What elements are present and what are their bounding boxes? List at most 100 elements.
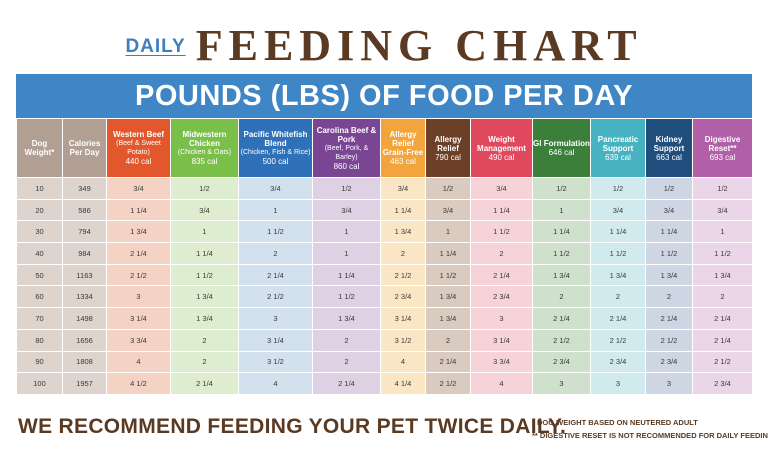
column-header: Carolina Beef & Pork (Beef, Pork, & Barle…: [312, 118, 381, 178]
table-cell: 1 1/4: [590, 220, 646, 244]
table-cell: 2: [312, 328, 381, 352]
table-cell: 1/2: [692, 177, 753, 200]
table-row: 20 586 1 1/4 3/4 1 3/4 1 1/4 3/4 1 1/4 1 3/4 3/4 3/4: [16, 198, 753, 222]
table-cell: 1 1/4: [170, 242, 239, 265]
table-cell: 3/4: [106, 177, 171, 200]
title-daily-label: DAILY: [125, 36, 186, 57]
table-cell: 2 1/4: [425, 350, 471, 374]
table-cell: 1 3/4: [106, 220, 171, 244]
table-cell: 2: [312, 350, 381, 374]
table-cell: 2 1/4: [645, 307, 693, 330]
table-cell: 1 3/4: [170, 307, 239, 330]
column-header: Midwestern Chicken (Chicken & Oats) 835 ca…: [170, 118, 239, 178]
column-header: Pacific Whitefish Blend (Chicken, Fish & …: [238, 118, 313, 178]
table-banner: POUNDS (LBS) OF FOOD PER DAY: [16, 74, 752, 118]
table-cell: 2: [380, 242, 426, 265]
table-cell: 1 1/4: [645, 220, 693, 244]
table-cell: 1957: [62, 372, 107, 395]
column-header-calories: 693 cal: [709, 152, 736, 162]
column-header-name: Allergy Relief: [434, 134, 462, 153]
table-cell: 2 1/4: [590, 307, 646, 330]
column-header: Kidney Support 663 cal: [645, 118, 693, 178]
table-cell: 1 1/2: [312, 285, 381, 309]
column-header: Pancreatic Support 639 cal: [590, 118, 646, 178]
feeding-table: Dog Weight* Calories Per Day Western Beef(…: [16, 118, 753, 395]
feeding-recommendation: WE RECOMMEND FEEDING YOUR PET TWICE DAIL…: [18, 415, 567, 438]
column-header-calories: 490 cal: [488, 152, 515, 162]
table-cell: 2: [170, 328, 239, 352]
table-cell: 3/4: [238, 177, 313, 200]
table-cell: 1 1/4: [312, 263, 381, 287]
table-cell: 2 1/2: [692, 350, 753, 374]
table-cell: 3 1/2: [380, 328, 426, 352]
column-header-name: Calories Per Day: [68, 139, 101, 157]
table-cell: 1: [425, 220, 471, 244]
column-header-calories: 646 cal: [548, 148, 575, 157]
table-cell: 2: [425, 328, 471, 352]
table-row: 100 1957 4 1/2 2 1/4 4 2 1/4 4 1/4 2 1/2 4 3 3 3 2 3…: [16, 372, 753, 395]
table-cell: 2 1/4: [692, 328, 753, 352]
column-header: Allergy Relief Grain-Free 463 cal: [380, 118, 426, 178]
table-cell: 80: [16, 328, 63, 352]
table-row: 40 984 2 1/4 1 1/4 2 1 2 1 1/4 2 1 1/2 1 1/2 1 1/2 1…: [16, 242, 753, 265]
column-header-name: GI Formulation: [533, 139, 590, 148]
column-header-name: Weight Management: [477, 134, 526, 153]
table-cell: 40: [16, 242, 63, 265]
column-header: Digestive Reset** 693 cal: [692, 118, 753, 178]
column-header: Allergy Relief 790 cal: [425, 118, 471, 178]
table-cell: 3/4: [645, 198, 693, 222]
table-row: 60 1334 3 1 3/4 2 1/2 1 1/2 2 3/4 1 3/4 2 3/4 2 2 2…: [16, 285, 753, 309]
table-cell: 100: [16, 372, 63, 395]
table-body: 10 349 3/4 1/2 3/4 1/2 3/4 1/2 3/4 1/2 1/2 1/2 1/2 20…: [16, 177, 753, 395]
table-cell: 1/2: [532, 177, 591, 200]
column-header-name: Dog Weight*: [24, 139, 55, 157]
column-header: Western Beef (Beef & Sweet Potato) 440 cal: [106, 118, 171, 178]
table-cell: 1498: [62, 307, 107, 330]
table-cell: 1 1/2: [470, 220, 533, 244]
table-cell: 3: [645, 372, 693, 395]
column-header-calories: 440 cal: [125, 157, 152, 166]
table-cell: 1 1/4: [470, 198, 533, 222]
table-cell: 3: [532, 372, 591, 395]
table-cell: 3 3/4: [106, 328, 171, 352]
table-cell: 3: [590, 372, 646, 395]
table-cell: 3/4: [380, 177, 426, 200]
table-cell: 90: [16, 350, 63, 374]
table-cell: 3/4: [170, 198, 239, 222]
table-cell: 2 1/2: [238, 285, 313, 309]
table-cell: 349: [62, 177, 107, 200]
table-cell: 2 1/2: [425, 372, 471, 395]
table-cell: 4 1/2: [106, 372, 171, 395]
table-cell: 3: [238, 307, 313, 330]
table-cell: 2: [238, 242, 313, 265]
table-cell: 3/4: [590, 198, 646, 222]
table-cell: 1 3/4: [425, 307, 471, 330]
table-cell: 1 3/4: [590, 263, 646, 287]
column-header-calories: 860 cal: [333, 161, 360, 171]
column-header-name: Pacific Whitefish Blend: [243, 130, 308, 148]
table-cell: 2 1/4: [106, 242, 171, 265]
table-cell: 3/4: [425, 198, 471, 222]
table-cell: 3 1/4: [238, 328, 313, 352]
table-cell: 794: [62, 220, 107, 244]
table-cell: 2 1/2: [532, 328, 591, 352]
table-row: 90 1808 4 2 3 1/2 2 4 2 1/4 3 3/4 2 3/4 2 3/4 2 3/4…: [16, 350, 753, 374]
column-header-name: Carolina Beef & Pork: [316, 125, 377, 144]
table-cell: 1: [532, 198, 591, 222]
table-cell: 60: [16, 285, 63, 309]
table-cell: 4: [238, 372, 313, 395]
table-cell: 2 1/2: [590, 328, 646, 352]
column-header: Dog Weight*: [16, 118, 63, 178]
table-cell: 1: [692, 220, 753, 244]
table-cell: 1163: [62, 263, 107, 287]
table-cell: 2 3/4: [645, 350, 693, 374]
table-cell: 2 3/4: [590, 350, 646, 374]
table-cell: 2: [692, 285, 753, 309]
column-header-name: Digestive Reset**: [704, 134, 741, 153]
table-cell: 3 1/4: [470, 328, 533, 352]
table-cell: 1/2: [425, 177, 471, 200]
table-cell: 1 1/2: [692, 242, 753, 265]
table-cell: 1 3/4: [312, 307, 381, 330]
table-cell: 4: [380, 350, 426, 374]
table-cell: 2 1/4: [238, 263, 313, 287]
